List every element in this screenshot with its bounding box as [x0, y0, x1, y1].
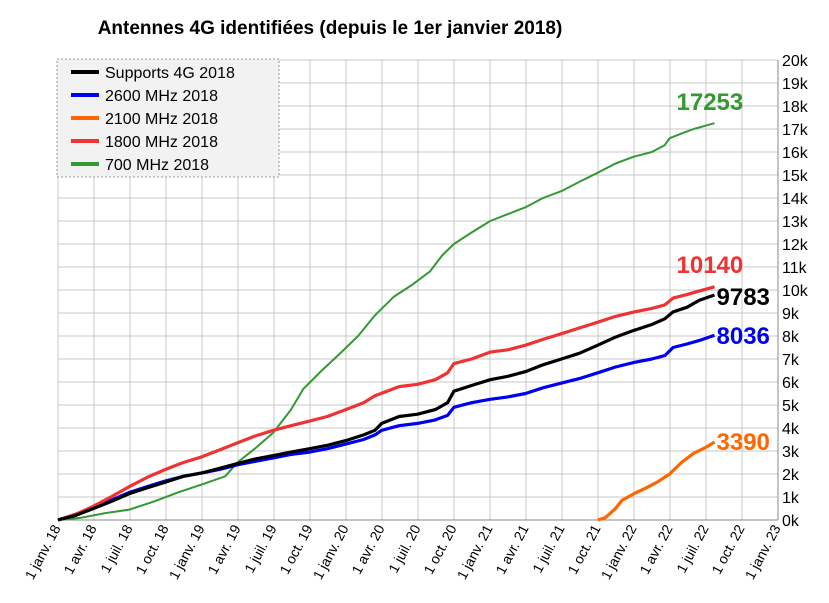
y-tick-label: 18k: [782, 99, 809, 116]
y-tick-label: 20k: [782, 53, 809, 70]
legend: Supports 4G 2018 2600 MHz 2018 2100 MHz 20…: [56, 58, 280, 178]
x-tick-label: 1 janv. 18: [22, 522, 64, 582]
x-tick-label: 1 janv. 19: [166, 522, 208, 582]
legend-label-2600-mhz-2018: 2600 MHz 2018: [105, 88, 218, 105]
x-tick-label: 1 janv. 22: [598, 522, 640, 582]
x-tick-label: 1 avr. 22: [636, 522, 675, 577]
x-tick-label: 1 avr. 20: [348, 522, 387, 577]
x-tick-label: 1 juil. 19: [241, 522, 280, 576]
end-label-700-mhz-2018: 17253: [677, 89, 744, 116]
y-tick-label: 9k: [782, 306, 800, 323]
series-line-supports-4g-2018: [57, 293, 716, 522]
x-tick-label: 1 juil. 22: [673, 522, 712, 576]
series-line-2100-mhz-2018: [597, 440, 716, 522]
end-label-2600-mhz-2018: 8036: [717, 323, 770, 350]
x-tick-label: 1 oct. 19: [276, 522, 315, 577]
y-tick-label: 19k: [782, 76, 809, 93]
series-line-1800-mhz-2018: [57, 285, 715, 522]
y-tick-label: 4k: [782, 421, 800, 438]
x-tick-label: 1 oct. 21: [564, 522, 603, 577]
end-labels: 9783 8036 3390 10140 17253: [677, 89, 770, 456]
x-tick-label: 1 janv. 21: [454, 522, 496, 582]
y-tick-label: 3k: [782, 444, 800, 461]
grid: [57, 59, 779, 521]
y-tick-label: 10k: [782, 283, 809, 300]
y-tick-label: 16k: [782, 145, 809, 162]
y-tick-label: 0k: [782, 513, 800, 530]
x-tick-label: 1 janv. 20: [310, 522, 352, 582]
legend-label-supports-4g-2018: Supports 4G 2018: [105, 65, 235, 82]
x-tick-label: 1 juil. 21: [529, 522, 568, 576]
y-tick-label: 5k: [782, 398, 800, 415]
legend-label-2100-mhz-2018: 2100 MHz 2018: [105, 111, 218, 128]
end-label-2100-mhz-2018: 3390: [717, 429, 770, 456]
series-line-700-mhz-2018: [57, 122, 715, 521]
legend-label-1800-mhz-2018: 1800 MHz 2018: [105, 134, 218, 151]
y-tick-label: 17k: [782, 122, 809, 139]
x-tick-label: 1 avr. 19: [204, 522, 243, 577]
chart-title: Antennes 4G identifiées (depuis le 1er j…: [98, 18, 563, 39]
y-tick-label: 6k: [782, 375, 800, 392]
y-tick-label: 8k: [782, 329, 800, 346]
y-tick-label: 1k: [782, 490, 800, 507]
x-tick-label: 1 janv. 23: [742, 522, 784, 582]
legend-label-700-mhz-2018: 700 MHz 2018: [105, 157, 209, 174]
y-tick-label: 13k: [782, 214, 809, 231]
x-tick-label: 1 avr. 18: [60, 522, 99, 577]
end-label-supports-4g-2018: 9783: [717, 284, 770, 311]
end-label-1800-mhz-2018: 10140: [677, 252, 744, 279]
y-tick-label: 2k: [782, 467, 800, 484]
y-tick-label: 12k: [782, 237, 809, 254]
x-tick-label: 1 avr. 21: [492, 522, 531, 577]
y-tick-label: 14k: [782, 191, 809, 208]
x-tick-label: 1 juil. 20: [385, 522, 424, 576]
x-tick-label: 1 oct. 20: [420, 522, 459, 577]
plot-area: [57, 122, 716, 522]
y-tick-label: 11k: [782, 260, 808, 277]
x-tick-label: 1 juil. 18: [97, 522, 136, 576]
y-tick-label: 15k: [782, 168, 809, 185]
x-tick-label: 1 oct. 18: [132, 522, 171, 577]
x-tick-label: 1 oct. 22: [708, 522, 747, 577]
y-tick-label: 7k: [782, 352, 800, 369]
